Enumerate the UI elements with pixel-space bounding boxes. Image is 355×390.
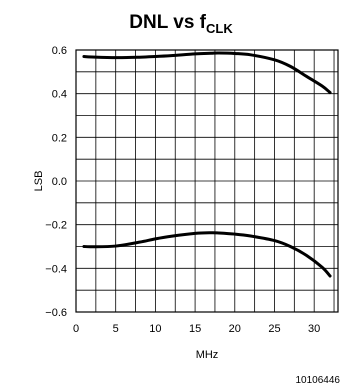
tick-labels: 0 5 10 15 20 25 30 0.6 0.4 0.2 0.0 −0.2 −0.4 −0.6 <box>45 45 320 335</box>
series-line-lower <box>82 231 332 278</box>
x-tick-label: 5 <box>113 323 119 335</box>
x-tick-label: 0 <box>73 323 79 335</box>
y-tick-label: 0.2 <box>52 132 67 144</box>
plot-frame <box>75 49 339 313</box>
x-tick-label: 10 <box>149 323 161 335</box>
y-tick-label: −0.4 <box>45 263 67 275</box>
y-tick-label: −0.6 <box>45 307 67 319</box>
x-tick-label: 30 <box>308 323 320 335</box>
y-tick-label: 0.6 <box>52 45 67 57</box>
chart-title: DNL vs fCLK <box>129 12 233 36</box>
chart-title-subscript: CLK <box>206 21 233 36</box>
x-tick-label: 20 <box>229 323 241 335</box>
x-tick-label: 15 <box>189 323 201 335</box>
y-axis-label: LSB <box>33 171 45 192</box>
x-axis-label: MHz <box>196 349 219 361</box>
y-tick-label: 0.0 <box>52 176 67 188</box>
grid <box>76 50 338 312</box>
x-tick-label: 25 <box>268 323 280 335</box>
y-tick-label: −0.2 <box>45 220 67 232</box>
series-line-upper <box>82 51 332 95</box>
figure-id: 10106446 <box>296 375 341 386</box>
series-layer <box>82 51 332 278</box>
y-tick-label: 0.4 <box>52 89 67 101</box>
chart-title-main: DNL vs f <box>129 12 206 33</box>
